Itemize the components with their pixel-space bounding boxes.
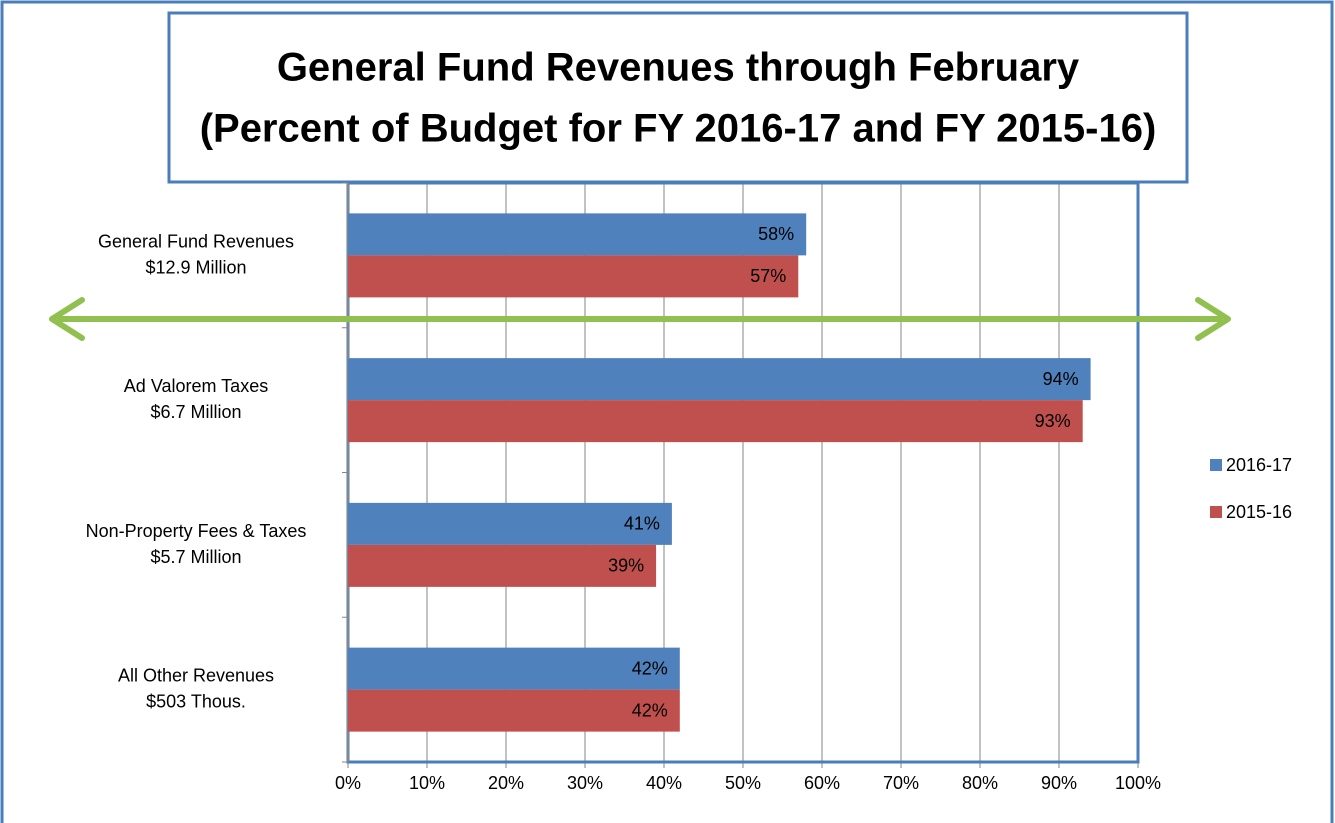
y-tick-label-line: $12.9 Million <box>145 257 246 277</box>
legend-label: 2015-16 <box>1226 502 1292 522</box>
value-label: 57% <box>750 266 786 286</box>
x-tick-label: 0% <box>335 773 361 793</box>
y-tick-label: General Fund Revenues $12.9 Million <box>98 231 294 277</box>
value-label: 39% <box>608 556 644 576</box>
bar <box>348 647 680 690</box>
x-tick-label: 10% <box>409 773 445 793</box>
x-tick-label: 100% <box>1115 773 1161 793</box>
y-tick-label: Non-Property Fees & Taxes $5.7 Million <box>86 521 307 567</box>
x-tick-label: 90% <box>1041 773 1077 793</box>
x-tick-label: 60% <box>804 773 840 793</box>
y-tick-label-line: Ad Valorem Taxes <box>124 376 268 396</box>
y-tick-label-line: $5.7 Million <box>150 547 241 567</box>
legend-swatch <box>1210 459 1222 471</box>
legend-label: 2016-17 <box>1226 455 1292 475</box>
x-tick-label: 80% <box>962 773 998 793</box>
y-tick-label-line: $503 Thous. <box>146 691 246 711</box>
x-tick-label: 20% <box>488 773 524 793</box>
bar <box>348 689 680 732</box>
value-label: 42% <box>632 658 668 678</box>
y-tick-label: Ad Valorem Taxes $6.7 Million <box>124 376 268 422</box>
legend-swatch <box>1210 506 1222 518</box>
bar <box>348 502 672 545</box>
y-tick-label-line: General Fund Revenues <box>98 231 294 251</box>
value-label: 94% <box>1043 369 1079 389</box>
y-tick-label: All Other Revenues $503 Thous. <box>118 665 274 711</box>
bar <box>348 213 807 256</box>
x-tick-label: 70% <box>883 773 919 793</box>
value-label: 93% <box>1035 411 1071 431</box>
x-tick-label: 40% <box>646 773 682 793</box>
value-label: 41% <box>624 514 660 534</box>
bar <box>348 358 1091 401</box>
value-label: 58% <box>758 224 794 244</box>
bar <box>348 255 799 298</box>
bar <box>348 400 1083 443</box>
chart-subtitle: (Percent of Budget for FY 2016-17 and FY… <box>200 107 1157 151</box>
arrow-head-left <box>49 297 85 341</box>
arrow-head-right <box>1195 297 1231 341</box>
chart-title: General Fund Revenues through February <box>277 46 1080 90</box>
x-tick-label: 30% <box>567 773 603 793</box>
annotation-arrow <box>49 297 1231 341</box>
plot: 0% 10% 20% 30% 40% 50% 60% 70% 80% 90% 100% General… <box>86 181 1161 793</box>
y-tick-label-line: Non-Property Fees & Taxes <box>86 521 307 541</box>
bar <box>348 544 657 587</box>
y-tick-label-line: $6.7 Million <box>150 402 241 422</box>
title-box <box>167 11 1189 184</box>
x-tick-label: 50% <box>725 773 761 793</box>
value-label: 42% <box>632 700 668 720</box>
y-tick-label-line: All Other Revenues <box>118 665 274 685</box>
